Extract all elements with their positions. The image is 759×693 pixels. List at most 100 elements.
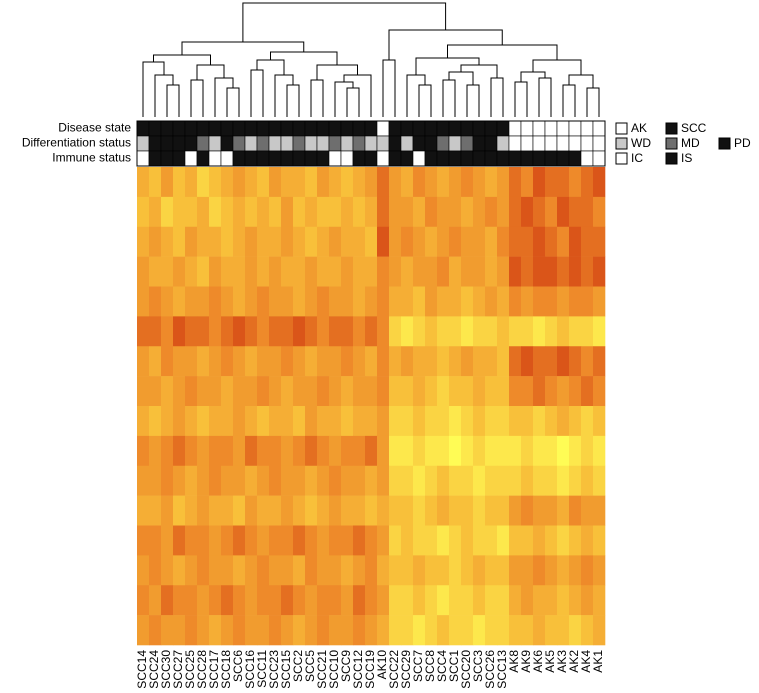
annotation-cell <box>436 135 450 152</box>
heatmap-cell <box>293 376 306 407</box>
heatmap-cell <box>497 286 510 317</box>
heatmap-cell <box>365 376 378 407</box>
heatmap-cell <box>449 226 462 257</box>
heatmap-cell <box>509 555 522 586</box>
heatmap-cell <box>413 465 426 496</box>
heatmap-cell <box>461 585 474 616</box>
heatmap-cell <box>533 346 546 377</box>
heatmap-cell <box>137 495 150 526</box>
heatmap-cell <box>305 435 318 467</box>
column-label: SCC18 <box>219 650 233 688</box>
annotation-cell <box>304 135 318 152</box>
heatmap-cell <box>521 286 534 317</box>
heatmap-cell <box>173 256 186 287</box>
heatmap-cell <box>569 525 582 556</box>
heatmap-cell <box>149 346 162 377</box>
annotation-cell <box>304 120 318 137</box>
heatmap-cell <box>197 167 210 198</box>
heatmap-cell <box>521 256 534 287</box>
heatmap-cell <box>185 256 198 287</box>
heatmap-cell <box>521 495 534 526</box>
heatmap-cell <box>377 286 390 317</box>
heatmap-cell <box>281 256 294 287</box>
heatmap-cell <box>437 465 450 496</box>
heatmap-cell <box>365 196 378 228</box>
heatmap-cell <box>473 316 486 347</box>
heatmap-cell <box>557 316 570 347</box>
heatmap-cell <box>449 196 462 228</box>
heatmap-cell <box>401 406 414 437</box>
heatmap-cell <box>329 585 342 616</box>
heatmap-cell <box>281 196 294 228</box>
heatmap-cell <box>521 525 534 556</box>
heatmap-cell <box>221 615 234 646</box>
heatmap-cell <box>509 316 522 347</box>
heatmap-cell <box>329 256 342 287</box>
heatmap-cell <box>353 196 366 228</box>
heatmap-cell <box>161 555 174 586</box>
heatmap-cell <box>533 226 546 257</box>
heatmap-cell <box>341 226 354 257</box>
heatmap-cell <box>509 196 522 228</box>
heatmap-cell <box>413 196 426 228</box>
heatmap-cell <box>269 196 282 228</box>
heatmap-cell <box>509 465 522 496</box>
annotation-cell <box>496 150 510 167</box>
legend-swatch <box>615 122 628 135</box>
heatmap-cell <box>509 495 522 526</box>
heatmap-cell <box>257 435 270 467</box>
heatmap-cell <box>185 555 198 586</box>
annotation-cell <box>592 120 606 137</box>
heatmap-cell <box>257 167 270 198</box>
heatmap-cell <box>209 615 222 646</box>
heatmap-cell <box>389 435 402 467</box>
heatmap-cell <box>233 525 246 556</box>
heatmap-cell <box>569 495 582 526</box>
heatmap-cell <box>413 525 426 556</box>
heatmap-cell <box>317 376 330 407</box>
column-label: SCC15 <box>279 650 293 688</box>
heatmap-cell <box>389 316 402 347</box>
heatmap-cell <box>221 167 234 198</box>
annotation-cell <box>136 120 150 137</box>
heatmap-cell <box>473 525 486 556</box>
column-label: SCC9 <box>339 650 353 682</box>
heatmap-cell <box>593 286 606 317</box>
heatmap-cell <box>581 196 594 228</box>
heatmap-cell <box>281 167 294 198</box>
heatmap-cell <box>437 585 450 616</box>
heatmap-cell <box>305 286 318 317</box>
annotation-cell <box>184 135 198 152</box>
heatmap-cell <box>245 555 258 586</box>
heatmap-cell <box>569 435 582 467</box>
annotation-cell <box>460 150 474 167</box>
heatmap-cell <box>245 495 258 526</box>
heatmap-cell <box>497 256 510 287</box>
heatmap-cell <box>365 256 378 287</box>
annotation-cell <box>460 120 474 137</box>
heatmap-cell <box>437 196 450 228</box>
heatmap-cell <box>281 226 294 257</box>
heatmap-cell <box>269 256 282 287</box>
heatmap-cell <box>425 435 438 467</box>
heatmap-cell <box>485 196 498 228</box>
annotation-cell <box>520 135 534 152</box>
heatmap-cell <box>569 555 582 586</box>
heatmap-cell <box>533 495 546 526</box>
heatmap-cell <box>425 495 438 526</box>
column-label: SCC25 <box>183 650 197 688</box>
heatmap-cell <box>269 406 282 437</box>
heatmap-cell <box>257 495 270 526</box>
heatmap-cell <box>581 465 594 496</box>
heatmap-cell <box>269 376 282 407</box>
heatmap-cell <box>173 525 186 556</box>
heatmap-cell <box>317 167 330 198</box>
heatmap-cell <box>221 406 234 437</box>
heatmap-cell <box>245 615 258 646</box>
heatmap-cell <box>485 525 498 556</box>
annotation-cell <box>280 135 294 152</box>
heatmap-cell <box>485 256 498 287</box>
heatmap-cell <box>389 525 402 556</box>
heatmap-cell <box>293 346 306 377</box>
heatmap-cell <box>257 615 270 646</box>
